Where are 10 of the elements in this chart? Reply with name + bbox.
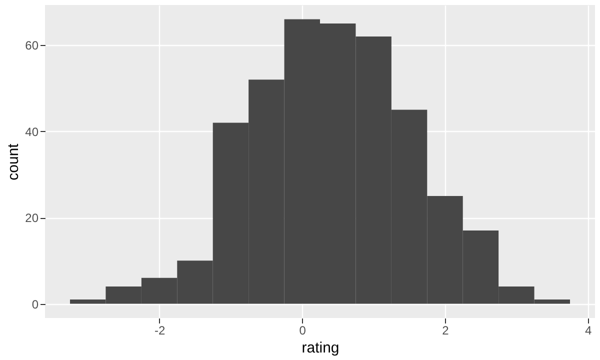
x-tick-label: -2 <box>154 324 166 338</box>
y-tick-label: 0 <box>32 297 39 312</box>
x-tick-label: 4 <box>585 324 592 338</box>
y-axis-title: count <box>5 142 22 180</box>
x-tick-label: 2 <box>442 324 450 338</box>
y-tick-label: 40 <box>25 124 39 139</box>
x-axis-title: rating <box>302 340 340 356</box>
y-tick-label: 20 <box>25 211 39 226</box>
x-tick-label: 0 <box>299 324 306 338</box>
y-tick-label: 60 <box>25 38 39 53</box>
